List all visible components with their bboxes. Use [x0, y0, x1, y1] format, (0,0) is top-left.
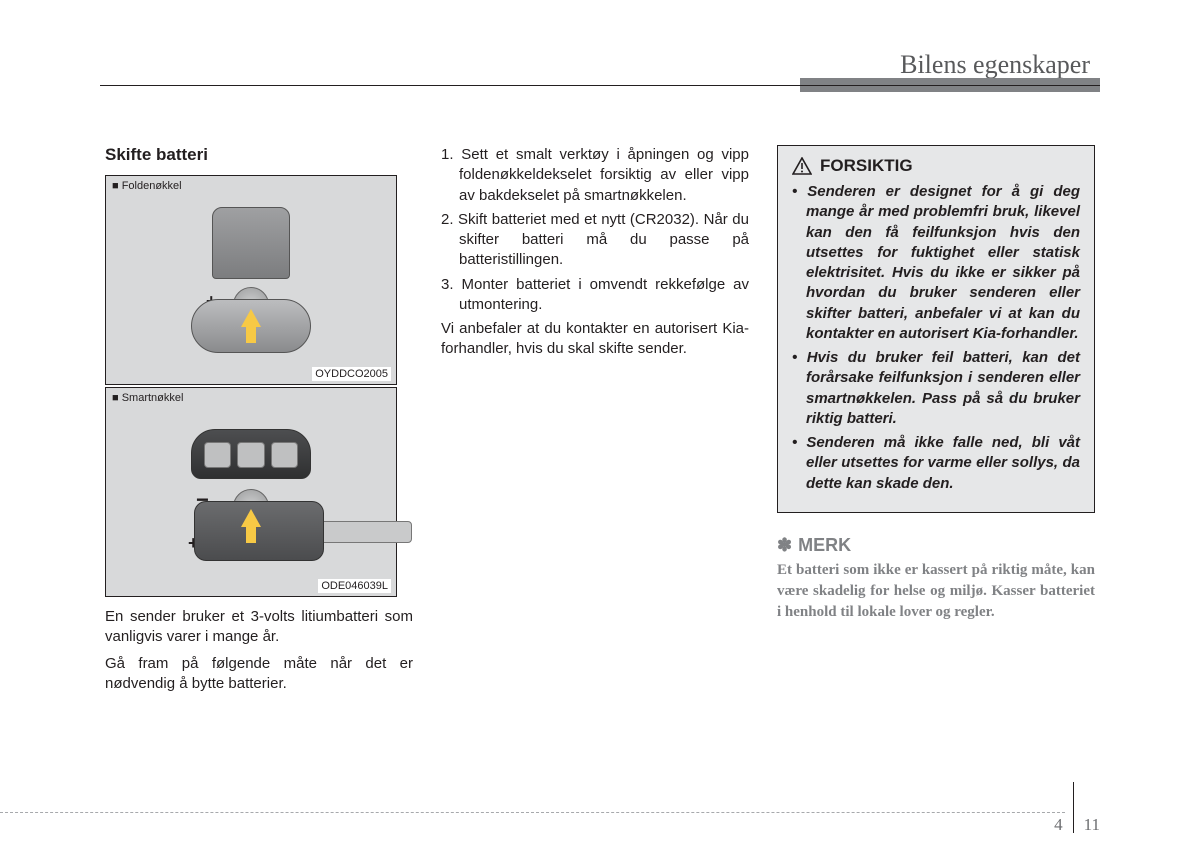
intro-para-1: En sender bruker et 3-volts litiumbatter…: [105, 607, 413, 648]
caution-title-text: FORSIKTIG: [820, 156, 913, 176]
folding-key-drawing: + −: [166, 201, 336, 371]
image-label-folding: ■ Foldenøkkel: [112, 180, 182, 192]
warning-icon: [792, 157, 812, 175]
intro-para-2: Gå fram på følgende måte når det er nødv…: [105, 654, 413, 695]
section-heading-battery: Skifte batteri: [105, 145, 413, 165]
step-1: 1. Sett et smalt verktøy i åpningen og v…: [441, 145, 749, 206]
recommendation-text: Vi anbefaler at du kontakter en autorise…: [441, 319, 749, 360]
caution-title: FORSIKTIG: [792, 156, 1080, 176]
asterisk-icon: ✽: [777, 535, 792, 556]
steps-list: 1. Sett et smalt verktøy i åpningen og v…: [441, 145, 749, 315]
caution-item-2: Hvis du bruker feil batteri, kan det for…: [792, 348, 1080, 429]
chapter-number: 4: [1054, 782, 1074, 833]
caution-item-1: Senderen er designet for å gi deg mange …: [792, 182, 1080, 344]
note-text: Et batteri som ikke er kassert på riktig…: [777, 560, 1095, 623]
page-footer: 4 11: [1054, 782, 1100, 833]
header-rule: [100, 85, 1100, 86]
image-code-folding: OYDDCO2005: [312, 367, 391, 381]
image-code-smart: ODE046039L: [318, 579, 391, 593]
illustration-folding-key: ■ Foldenøkkel + − OYDDCO2005: [105, 175, 397, 385]
column-middle: 1. Sett et smalt verktøy i åpningen og v…: [441, 145, 749, 700]
caution-list: Senderen er designet for å gi deg mange …: [792, 182, 1080, 494]
page-number: 11: [1084, 816, 1100, 833]
column-right: FORSIKTIG Senderen er designet for å gi …: [777, 145, 1095, 700]
image-label-smart: ■ Smartnøkkel: [112, 392, 183, 404]
step-2: 2. Skift batteriet med et nytt (CR2032).…: [441, 210, 749, 271]
note-title-text: MERK: [798, 535, 851, 556]
page-header-title: Bilens egenskaper: [900, 50, 1090, 80]
caution-item-3: Senderen må ikke falle ned, bli våt elle…: [792, 433, 1080, 494]
footer-dashed-line: [0, 812, 1065, 813]
intro-text: En sender bruker et 3-volts litiumbatter…: [105, 607, 413, 694]
note-title: ✽ MERK: [777, 535, 1095, 556]
page-columns: Skifte batteri ■ Foldenøkkel + − OYDDCO2…: [105, 145, 1100, 700]
step-3: 3. Monter batteriet i omvendt rekkefølge…: [441, 275, 749, 316]
illustration-smart-key: ■ Smartnøkkel − + ODE046039L: [105, 387, 397, 597]
smart-key-drawing: − +: [166, 413, 336, 583]
caution-box: FORSIKTIG Senderen er designet for å gi …: [777, 145, 1095, 513]
column-left: Skifte batteri ■ Foldenøkkel + − OYDDCO2…: [105, 145, 413, 700]
